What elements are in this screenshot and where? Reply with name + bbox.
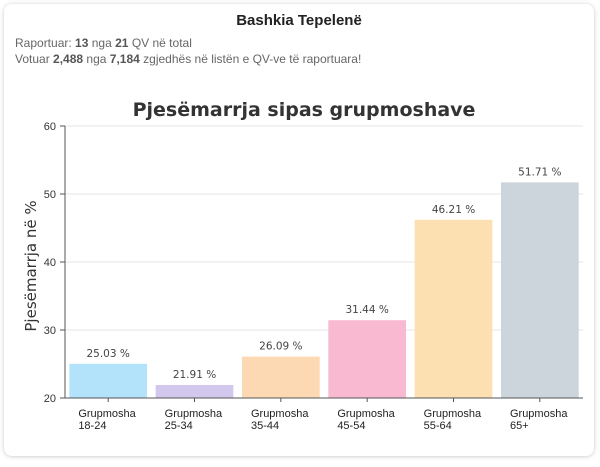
data-label: 21.91 % [173,369,216,381]
y-tick-label: 50 [44,189,56,201]
data-label: 25.03 % [86,348,129,360]
reported-prefix: Raportuar: [15,36,72,50]
bar [328,320,407,398]
voted-total: 7,184 [109,52,140,66]
data-label: 51.71 % [518,166,561,178]
bars: 25.03 % 21.91 % 26.09 % 31.44 % 46.21 % 51.71… [69,166,579,398]
axes: 20 30 40 50 60 Grupmosha 18-24 Grupmosha 25-34 Gr… [44,121,583,432]
reported-total: 21 [115,36,129,50]
y-tick-label: 40 [44,257,56,269]
municipality-title: Bashkia Tepelenë [236,12,362,29]
bar [69,363,148,398]
voted-mid: nga [86,52,107,66]
voted-prefix: Votuar [15,52,50,66]
reported-stations-line: Raportuar: 13 nga 21 QV në total [15,36,192,50]
bar [414,219,493,398]
x-tick-label: Grupmosha 45-54 [337,408,395,432]
x-tick-label: Grupmosha 35-44 [251,408,309,432]
voted-line: Votuar 2,488 nga 7,184 zgjedhës në listë… [15,52,361,66]
bar [155,385,234,398]
results-card: Bashkia Tepelenë Raportuar: 13 nga 21 QV… [4,4,594,456]
y-tick-label: 20 [44,393,56,405]
reported-suffix: QV në total [131,36,192,50]
data-label: 46.21 % [432,204,475,216]
gridlines [65,125,583,331]
x-tick-label: Grupmosha 18-24 [78,408,136,432]
y-tick-label: 60 [44,121,56,133]
x-tick-label: Grupmosha 25-34 [165,408,223,432]
data-label: 26.09 % [259,341,302,353]
reported-count: 13 [75,36,89,50]
y-tick-label: 30 [44,325,56,337]
chart-title: Pjesëmarrja sipas grupmoshave [133,99,476,121]
turnout-by-age-chart: Pjesëmarrja sipas grupmoshave 25.03 % 21.… [22,99,583,432]
voted-count: 2,488 [53,52,84,66]
bar [500,182,579,398]
x-tick-label: Grupmosha 65+ [510,408,568,432]
x-tick-label: Grupmosha 55-64 [424,408,482,432]
data-label: 31.44 % [345,304,388,316]
reported-mid: nga [91,36,112,50]
bar [241,356,320,398]
y-axis-title: Pjesëmarrja në % [22,200,40,331]
voted-suffix: zgjedhës në listën e QV-ve të raportuara… [143,52,362,66]
